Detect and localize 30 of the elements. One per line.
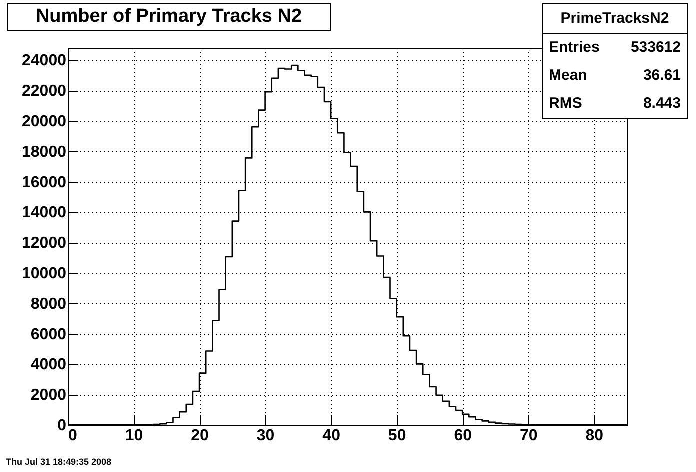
x-tick-label: 10 — [125, 428, 144, 444]
text: PrimeTracksN2 — [543, 4, 687, 34]
x-tick-label: 50 — [388, 428, 406, 444]
annotation: Entries — [549, 38, 600, 58]
text: 533612 — [630, 38, 681, 58]
y-tick-label: 8000 — [30, 296, 67, 313]
y-tick-label: 20000 — [22, 113, 67, 130]
text: 8.443 — [643, 94, 681, 114]
x-tick-label: 30 — [256, 428, 275, 444]
y-tick-label: 18000 — [22, 144, 67, 161]
x-tick-label: 60 — [454, 428, 472, 444]
y-tick-label: 10000 — [22, 265, 67, 282]
text: Thu Jul 31 18:49:35 2008 — [6, 457, 112, 467]
annotation: Mean — [549, 66, 588, 86]
x-tick-label: 40 — [322, 428, 341, 444]
chart-title: Number of Primary Tracks N2 — [7, 3, 331, 31]
annotation: RMS — [549, 94, 582, 114]
x-tick-label: 0 — [68, 428, 78, 444]
y-tick-label: 14000 — [22, 204, 67, 222]
x-tick-label: 20 — [191, 428, 210, 444]
x-tick-label: 70 — [520, 428, 538, 444]
y-tick-label: 16000 — [22, 174, 67, 192]
text: 36.61 — [643, 66, 681, 86]
y-tick-label: 12000 — [22, 235, 67, 252]
y-tick-label: 24000 — [22, 52, 67, 70]
y-tick-label: 4000 — [30, 356, 67, 374]
y-tick-label: 6000 — [30, 326, 67, 344]
y-tick-label: 2000 — [30, 387, 67, 404]
x-tick-label: 80 — [586, 428, 604, 444]
y-tick-label: 22000 — [22, 83, 67, 100]
